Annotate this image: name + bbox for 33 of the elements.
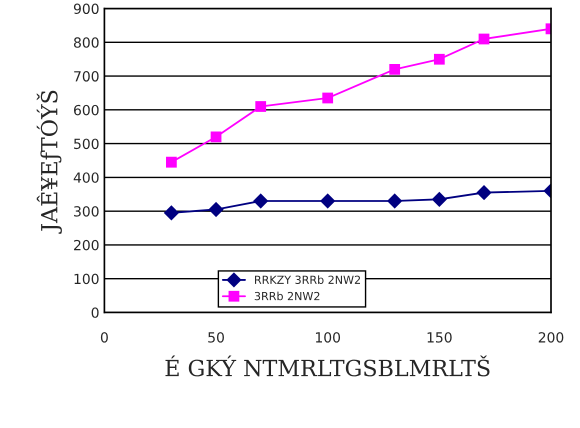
y-axis-title: JAÊ¥EƒTÓÝŠ (36, 90, 62, 234)
y-tick-label: 300 (74, 206, 99, 217)
y-tick-label: 700 (74, 71, 99, 82)
point (255, 101, 266, 112)
point (208, 202, 224, 217)
legend-label: RRKZY 3RRb 2NW2 (255, 275, 360, 284)
point (434, 54, 445, 65)
y-tick-label: 100 (74, 274, 99, 284)
x-axis-title: É GKÝ NTMRLTGSBLMRLTŠ (165, 356, 490, 376)
x-tick-label: 200 (538, 332, 564, 343)
point (432, 192, 447, 207)
point (253, 194, 268, 208)
y-tick-label: 200 (74, 240, 99, 250)
legend-label: 3RRb 2NW2 (254, 292, 320, 300)
y-tick-label: 800 (74, 37, 99, 48)
y-tick-label: 500 (74, 138, 99, 150)
point (320, 194, 336, 208)
point (476, 185, 492, 200)
point (387, 194, 402, 208)
point (478, 34, 490, 44)
point (164, 205, 179, 220)
point (210, 131, 222, 142)
y-tick-label: 900 (74, 4, 99, 14)
y-tick-label: 400 (74, 172, 99, 183)
y-tick-label: 0 (92, 307, 99, 318)
point (322, 92, 334, 104)
x-tick-label: 0 (100, 332, 108, 343)
x-tick-label: 50 (208, 332, 224, 343)
x-tick-label: 150 (428, 332, 452, 343)
point (389, 64, 400, 75)
point (166, 156, 177, 168)
x-tick-label: 100 (316, 332, 340, 343)
y-tick-label: 600 (74, 104, 99, 116)
